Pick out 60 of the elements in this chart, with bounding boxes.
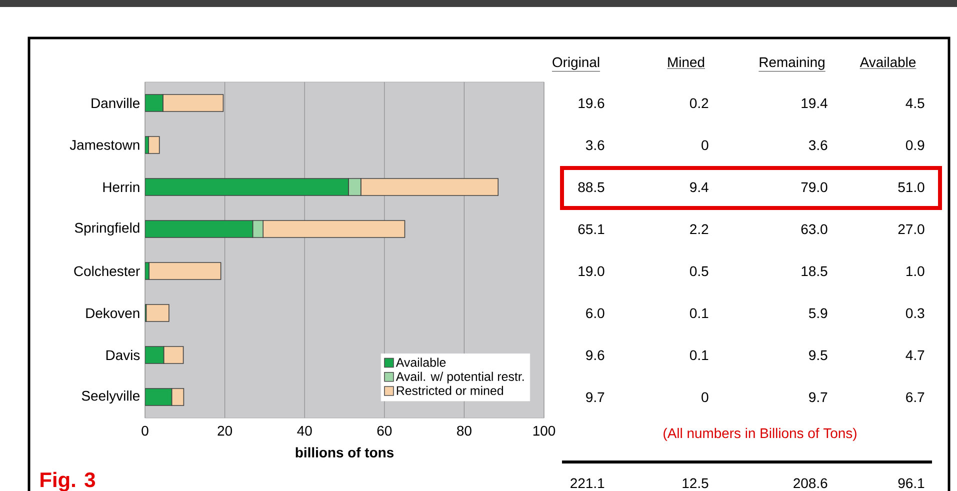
text: 0.2 — [690, 98, 708, 108]
text: 79.0 — [801, 182, 828, 192]
text: 27.0 — [898, 224, 924, 234]
y-tick-label: Jamestown — [70, 140, 140, 150]
x-axis-title: billions of tons — [296, 447, 394, 458]
legend-label: Avail. w/ potential restr. — [396, 372, 524, 384]
text: 4.5 — [906, 98, 924, 108]
text: 1.0 — [906, 266, 924, 276]
x-tick-label: 0 — [142, 426, 148, 436]
x-tick-label: 80 — [457, 426, 472, 436]
x-tick-label: 20 — [218, 426, 232, 436]
text: 2.2 — [690, 224, 708, 234]
text: 3.6 — [808, 140, 828, 150]
text: 208.6 — [794, 478, 828, 488]
caption: Fig. 3 — [40, 472, 96, 491]
text: 9.6 — [586, 350, 604, 360]
text: 12.5 — [682, 478, 708, 488]
y-tick-label: Davis — [106, 350, 140, 360]
text: 0.3 — [906, 308, 924, 318]
text: 0.1 — [690, 350, 708, 360]
text: 3.6 — [586, 140, 604, 150]
text: 9.7 — [586, 392, 604, 402]
text: Mined — [668, 56, 704, 68]
text: 0 — [702, 140, 708, 150]
y-tick-label: Danville — [92, 98, 140, 108]
text: 88.5 — [578, 182, 604, 192]
text: 6.0 — [586, 308, 604, 318]
text: 221.1 — [570, 478, 604, 488]
text: 18.5 — [802, 266, 828, 276]
text: 0 — [702, 392, 708, 402]
y-tick-label: Herrin — [103, 182, 140, 192]
text: 4.7 — [906, 350, 924, 360]
legend-label: Available — [396, 358, 446, 367]
x-tick-label: 60 — [377, 426, 392, 436]
text: Remaining — [760, 56, 824, 70]
y-tick-label: Dekoven — [86, 308, 140, 318]
text: 6.7 — [906, 392, 924, 402]
text: 0.9 — [906, 140, 924, 150]
text: 9.4 — [690, 182, 708, 192]
text: 19.4 — [802, 98, 828, 108]
x-tick-label: 100 — [533, 426, 556, 436]
text: 65.1 — [578, 224, 604, 234]
y-tick-label: Seelyville — [82, 390, 140, 404]
text: 63.0 — [801, 224, 828, 234]
text: 19.0 — [578, 266, 604, 276]
text: Original — [552, 56, 600, 70]
y-tick-label: Springfield — [74, 222, 140, 236]
text: 9.7 — [809, 392, 828, 402]
text: (All numbers in Billions of Tons) — [664, 428, 856, 441]
text: 9.5 — [809, 350, 828, 360]
text: 0.1 — [690, 308, 708, 318]
y-tick-label: Colchester — [74, 266, 140, 276]
text: 51.0 — [898, 182, 924, 192]
text: 96.1 — [898, 478, 924, 488]
text: 5.9 — [808, 308, 828, 318]
x-tick-label: 40 — [297, 426, 312, 436]
legend-label: Restricted or mined — [396, 386, 504, 396]
text: Available — [860, 56, 916, 68]
text: 0.5 — [690, 266, 708, 276]
text: 19.6 — [578, 98, 604, 108]
